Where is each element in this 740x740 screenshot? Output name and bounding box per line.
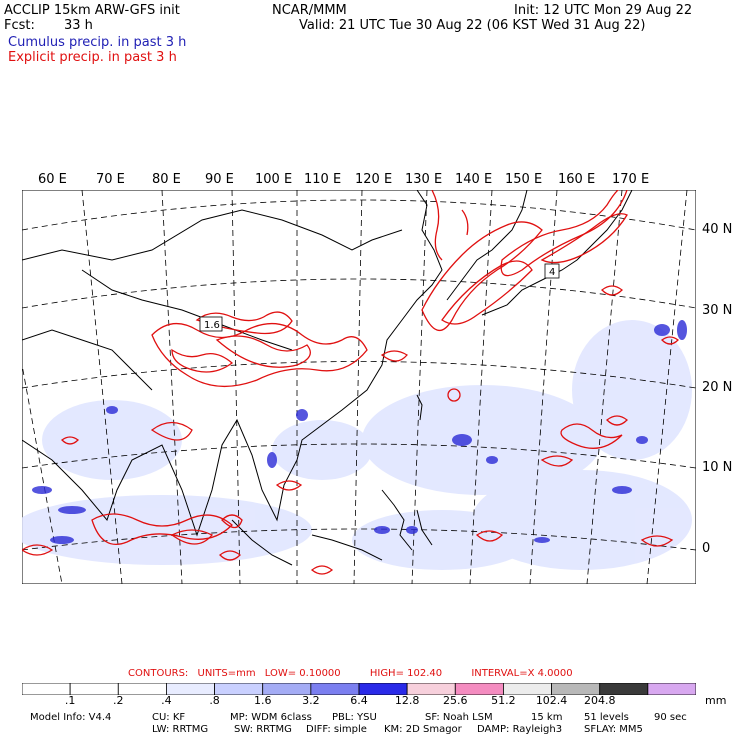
contour-label-1: [199, 316, 223, 332]
footer-diff: DIFF: simple: [306, 724, 367, 735]
lon-label: 110 E: [304, 172, 342, 187]
lon-label: 60 E: [38, 172, 67, 187]
colorbar-tick-label: 25.6: [443, 694, 468, 707]
coastlines: [22, 190, 633, 566]
colorbar-swatch: [117, 683, 167, 695]
lon-label: 130 E: [405, 172, 443, 187]
lon-label: 100 E: [255, 172, 293, 187]
colorbar-swatch: [22, 683, 71, 695]
contours-label: CONTOURS:: [128, 668, 189, 679]
lon-label: 160 E: [558, 172, 596, 187]
colorbar-swatch: [166, 683, 215, 695]
footer-km: KM: 2D Smagor: [384, 724, 462, 735]
contour-label-2: [544, 263, 560, 279]
lon-label: 90 E: [205, 172, 234, 187]
explicit-precip-contours: [22, 190, 679, 575]
graticule: [22, 190, 696, 584]
footer-model-info: Model Info: V4.4: [30, 712, 112, 723]
footer-sflay: SFLAY: MM5: [584, 724, 643, 735]
footer-sw: SW: RRTMG: [234, 724, 292, 735]
footer-pbl: PBL: YSU: [332, 712, 377, 723]
colorbar-tick-label: .8: [209, 694, 220, 707]
colorbar-swatch: [69, 683, 119, 695]
colorbar-swatch: [647, 683, 696, 695]
footer-cu: CU: KF: [152, 712, 186, 723]
colorbar-tick-label: 204.8: [583, 694, 616, 707]
colorbar-tick-label: .4: [161, 694, 172, 707]
colorbar-tick-label: 1.6: [253, 694, 272, 707]
colorbar-tick-label: 102.4: [535, 694, 568, 707]
footer-mp: MP: WDM 6class: [230, 712, 312, 723]
precip-colorbar: [22, 683, 696, 695]
lat-label: 10 N: [702, 460, 733, 475]
lon-label: 150 E: [505, 172, 543, 187]
colorbar-tick-label: .1: [64, 694, 76, 707]
forecast-label: Fcst:: [4, 18, 35, 33]
forecast-hour: 33 h: [64, 18, 93, 33]
cumulus-precip-blobs: [32, 320, 687, 544]
footer-sf: SF: Noah LSM: [425, 712, 493, 723]
lat-label: 0: [702, 541, 711, 556]
footer-res: 15 km: [531, 712, 563, 723]
colorbar-tick-label: .2: [113, 694, 124, 707]
contours-low: LOW= 0.10000: [264, 668, 341, 679]
lon-label: 170 E: [612, 172, 650, 187]
precipitation-map: 1.6 4: [22, 190, 696, 584]
contour-label-text: 4: [549, 267, 555, 278]
lat-label: 20 N: [702, 380, 733, 395]
contours-units: UNITS=mm: [197, 668, 256, 679]
lon-label: 70 E: [96, 172, 125, 187]
colorbar-unit: mm: [705, 694, 727, 707]
footer-lw: LW: RRTMG: [152, 724, 209, 735]
lat-label: 40 N: [702, 222, 733, 237]
cumulus-legend: Cumulus precip. in past 3 h: [8, 35, 187, 50]
footer-timestep: 90 sec: [654, 712, 687, 723]
footer-levels: 51 levels: [584, 712, 629, 723]
explicit-legend: Explicit precip. in past 3 h: [8, 50, 177, 65]
center-name: NCAR/MMM: [272, 3, 347, 18]
contour-label-text: 1.6: [204, 320, 220, 331]
colorbar-tick-label: 6.4: [350, 694, 368, 707]
lon-label: 120 E: [355, 172, 393, 187]
colorbar-tick-label: 3.2: [302, 694, 320, 707]
contours-interval: INTERVAL=X 4.0000: [471, 668, 573, 679]
model-title: ACCLIP 15km ARW-GFS init: [4, 3, 180, 18]
valid-time: Valid: 21 UTC Tue 30 Aug 22 (06 KST Wed …: [299, 18, 646, 33]
colorbar-tick-label: 12.8: [394, 694, 420, 707]
lon-label: 140 E: [455, 172, 493, 187]
footer-damp: DAMP: Rayleigh3: [477, 724, 563, 735]
colorbar-tick-label: 51.2: [491, 694, 516, 707]
lon-label: 80 E: [152, 172, 181, 187]
contour-info: CONTOURS: UNITS=mm LOW= 0.10000 HIGH= 10…: [128, 668, 573, 679]
lat-label: 30 N: [702, 303, 733, 318]
init-time: Init: 12 UTC Mon 29 Aug 22: [514, 3, 693, 18]
contours-high: HIGH= 102.40: [369, 668, 443, 679]
